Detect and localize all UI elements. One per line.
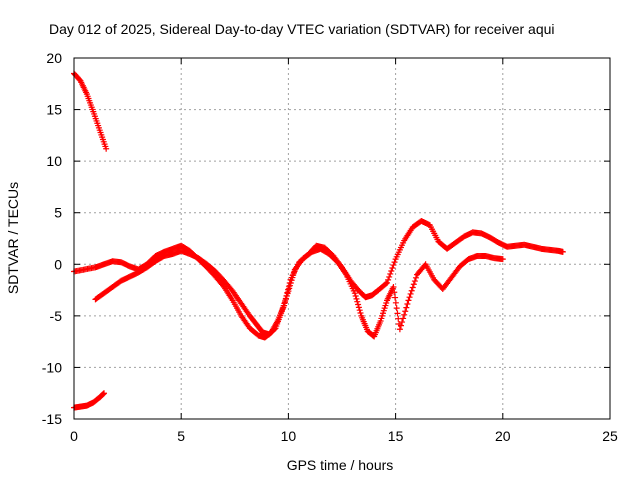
data-point [390, 283, 397, 290]
x-tick-label: 20 [495, 428, 511, 444]
x-tick-label: 0 [70, 428, 78, 444]
data-point [101, 390, 108, 397]
y-axis-label: SDTVAR / TECUs [5, 182, 21, 294]
data-point [402, 308, 409, 315]
data-point [291, 269, 298, 276]
data-series [71, 70, 566, 411]
data-point [559, 248, 566, 255]
data-point [356, 307, 363, 314]
y-tick-labels: 20 15 10 5 0 -5 -10 -15 [42, 50, 62, 427]
data-point [399, 319, 406, 326]
data-point [351, 290, 358, 297]
data-point [390, 262, 397, 269]
data-point [411, 278, 418, 285]
series-track-d-lower [92, 245, 506, 340]
data-point [391, 259, 398, 266]
axis-ticks [73, 57, 611, 420]
data-point [355, 301, 362, 308]
data-point [394, 310, 401, 317]
series-track-b-low [71, 390, 108, 411]
data-point [287, 279, 294, 286]
data-point [396, 326, 403, 333]
data-point [403, 304, 410, 311]
x-tick-label: 5 [177, 428, 185, 444]
data-point [382, 280, 389, 287]
data-point [352, 293, 359, 300]
data-point [357, 310, 364, 317]
data-point [355, 304, 362, 311]
series-track-c-main [71, 217, 566, 341]
data-point [392, 299, 399, 306]
data-point [387, 270, 394, 277]
y-tick-label: 20 [46, 50, 62, 66]
x-tick-label: 10 [281, 428, 297, 444]
data-point [103, 145, 110, 152]
data-point [407, 290, 414, 297]
data-point [412, 274, 419, 281]
x-tick-label: 15 [388, 428, 404, 444]
data-point [408, 287, 415, 294]
y-tick-label: -15 [42, 411, 62, 427]
data-point [354, 298, 361, 305]
data-point [393, 305, 400, 312]
data-point [353, 295, 360, 302]
y-tick-label: 10 [46, 153, 62, 169]
data-point [392, 294, 399, 301]
data-point [289, 274, 296, 281]
data-point [499, 256, 506, 263]
x-tick-labels: 0 5 10 15 20 25 [70, 428, 618, 444]
data-point [287, 282, 294, 289]
data-point [410, 281, 417, 288]
data-point [401, 311, 408, 318]
data-point [389, 265, 396, 272]
data-point [406, 294, 413, 301]
chart-title: Day 012 of 2025, Sidereal Day-to-day VTE… [49, 21, 555, 37]
y-tick-label: -10 [42, 359, 62, 375]
data-point [288, 277, 295, 284]
data-point [286, 285, 293, 292]
data-point [384, 279, 391, 286]
y-tick-label: 15 [46, 102, 62, 118]
data-point [404, 300, 411, 307]
data-point [385, 276, 392, 283]
y-tick-label: 5 [54, 205, 62, 221]
data-point [391, 289, 398, 296]
data-point [405, 297, 412, 304]
data-point [388, 267, 395, 274]
data-point [400, 315, 407, 322]
data-point [290, 271, 297, 278]
plot-frame [73, 57, 611, 420]
x-axis-label: GPS time / hours [287, 457, 394, 473]
series-track-a-high [71, 70, 110, 152]
data-point [285, 288, 292, 295]
y-tick-label: -5 [50, 308, 63, 324]
data-point [386, 273, 393, 280]
x-tick-label: 25 [602, 428, 618, 444]
grid-lines [74, 58, 610, 419]
y-tick-label: 0 [54, 256, 62, 272]
data-point [397, 322, 404, 329]
data-point [409, 284, 416, 291]
